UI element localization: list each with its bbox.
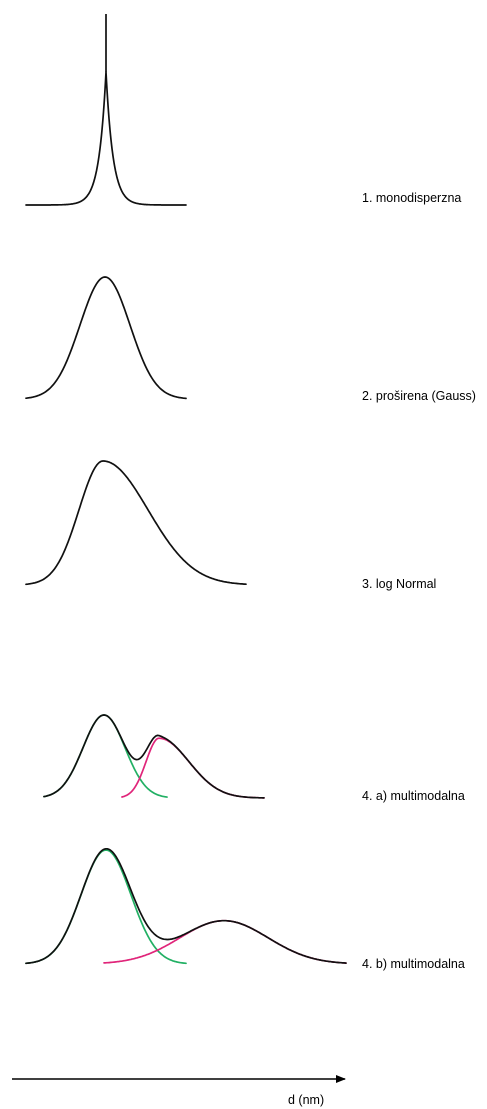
multimodal-a-envelope-curve — [43, 714, 265, 799]
multimodal-b-component-1-curve — [25, 849, 187, 965]
label-gauss: 2. proširena (Gauss) — [362, 389, 476, 403]
label-multimodal-a: 4. a) multimodalna — [362, 789, 465, 803]
label-monodisperse: 1. monodisperzna — [362, 191, 462, 205]
multimodal-a-panel — [43, 714, 265, 799]
gauss-curve — [25, 276, 187, 400]
multimodal-b-envelope-curve — [25, 847, 347, 965]
lognormal-curve — [25, 460, 247, 586]
multimodal-a-component-2-curve — [121, 737, 265, 799]
lognormal-panel — [25, 460, 247, 586]
monodisperse-curve — [25, 71, 187, 206]
monodisperse-panel — [25, 14, 187, 206]
label-lognormal: 3. log Normal — [362, 577, 437, 591]
multimodal-b-panel — [25, 847, 347, 965]
gauss-panel — [25, 276, 187, 400]
axis-label: d (nm) — [288, 1093, 325, 1107]
label-multimodal-b: 4. b) multimodalna — [362, 957, 465, 971]
